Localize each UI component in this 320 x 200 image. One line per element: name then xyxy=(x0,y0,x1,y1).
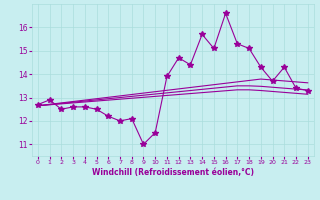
X-axis label: Windchill (Refroidissement éolien,°C): Windchill (Refroidissement éolien,°C) xyxy=(92,168,254,177)
